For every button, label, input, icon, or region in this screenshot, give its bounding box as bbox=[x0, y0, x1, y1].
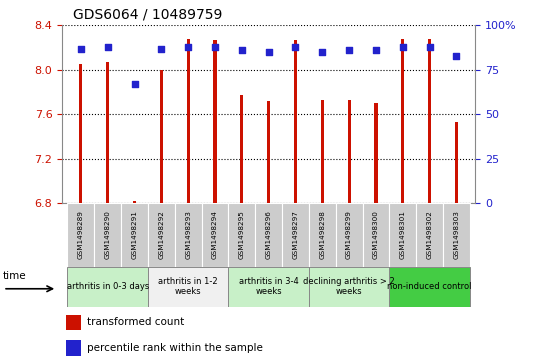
Point bbox=[77, 46, 85, 52]
Text: GSM1498299: GSM1498299 bbox=[346, 211, 352, 260]
Bar bbox=[213, 40, 217, 203]
Bar bbox=[267, 101, 270, 203]
Bar bbox=[428, 39, 431, 203]
Bar bbox=[294, 40, 297, 203]
Bar bbox=[374, 103, 377, 203]
Text: GSM1498297: GSM1498297 bbox=[293, 211, 299, 260]
Point bbox=[426, 44, 434, 50]
Text: transformed count: transformed count bbox=[87, 318, 184, 327]
Bar bbox=[79, 64, 83, 203]
Bar bbox=[106, 62, 109, 203]
Text: GSM1498296: GSM1498296 bbox=[266, 211, 272, 260]
Text: GSM1498300: GSM1498300 bbox=[373, 211, 379, 260]
Point bbox=[211, 44, 219, 50]
Text: arthritis in 3-4
weeks: arthritis in 3-4 weeks bbox=[239, 277, 299, 297]
Text: GSM1498294: GSM1498294 bbox=[212, 211, 218, 260]
Bar bbox=[228, 267, 309, 307]
Text: GSM1498298: GSM1498298 bbox=[319, 211, 325, 260]
Bar bbox=[148, 203, 175, 267]
Bar bbox=[255, 203, 282, 267]
Point bbox=[345, 48, 354, 53]
Bar bbox=[68, 203, 94, 267]
Text: GDS6064 / 10489759: GDS6064 / 10489759 bbox=[73, 8, 222, 22]
Bar bbox=[121, 203, 148, 267]
Bar bbox=[228, 203, 255, 267]
Text: GSM1498302: GSM1498302 bbox=[427, 211, 433, 260]
Bar bbox=[362, 203, 389, 267]
Text: GSM1498290: GSM1498290 bbox=[105, 211, 111, 260]
Bar bbox=[66, 340, 80, 356]
Bar bbox=[240, 95, 244, 203]
Bar bbox=[133, 201, 136, 203]
Bar bbox=[66, 315, 80, 330]
Point bbox=[265, 49, 273, 55]
Bar bbox=[94, 203, 121, 267]
Point bbox=[452, 53, 461, 58]
Bar bbox=[68, 267, 148, 307]
Bar bbox=[389, 203, 416, 267]
Bar bbox=[309, 203, 336, 267]
Bar bbox=[201, 203, 228, 267]
Bar bbox=[282, 203, 309, 267]
Text: GSM1498295: GSM1498295 bbox=[239, 211, 245, 260]
Text: arthritis in 0-3 days: arthritis in 0-3 days bbox=[66, 282, 149, 291]
Bar bbox=[401, 39, 404, 203]
Bar bbox=[455, 122, 458, 203]
Text: GSM1498292: GSM1498292 bbox=[158, 211, 164, 260]
Bar bbox=[416, 203, 443, 267]
Point bbox=[399, 44, 407, 50]
Bar bbox=[186, 39, 190, 203]
Text: GSM1498291: GSM1498291 bbox=[132, 211, 138, 260]
Bar bbox=[348, 100, 351, 203]
Point bbox=[318, 49, 327, 55]
Point bbox=[372, 48, 380, 53]
Text: GSM1498301: GSM1498301 bbox=[400, 211, 406, 260]
Point bbox=[130, 81, 139, 87]
Point bbox=[184, 44, 192, 50]
Text: declining arthritis > 2
weeks: declining arthritis > 2 weeks bbox=[303, 277, 395, 297]
Text: GSM1498303: GSM1498303 bbox=[454, 211, 460, 260]
Bar bbox=[148, 267, 228, 307]
Bar bbox=[160, 70, 163, 203]
Point bbox=[157, 46, 166, 52]
Text: percentile rank within the sample: percentile rank within the sample bbox=[87, 343, 263, 353]
Text: GSM1498293: GSM1498293 bbox=[185, 211, 191, 260]
Point bbox=[291, 44, 300, 50]
Bar bbox=[309, 267, 389, 307]
Text: time: time bbox=[3, 270, 27, 281]
Text: GSM1498289: GSM1498289 bbox=[78, 211, 84, 260]
Bar bbox=[321, 100, 324, 203]
Point bbox=[238, 48, 246, 53]
Point bbox=[103, 44, 112, 50]
Bar bbox=[175, 203, 201, 267]
Bar bbox=[389, 267, 470, 307]
Text: non-induced control: non-induced control bbox=[387, 282, 472, 291]
Bar bbox=[336, 203, 362, 267]
Text: arthritis in 1-2
weeks: arthritis in 1-2 weeks bbox=[158, 277, 218, 297]
Bar bbox=[443, 203, 470, 267]
